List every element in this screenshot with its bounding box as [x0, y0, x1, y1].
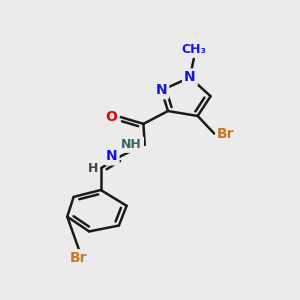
Text: O: O [106, 110, 118, 124]
Text: Br: Br [217, 127, 235, 141]
Text: N: N [156, 83, 167, 97]
Text: NH: NH [122, 138, 142, 151]
Text: CH₃: CH₃ [181, 43, 206, 56]
Text: Br: Br [70, 251, 88, 265]
Text: H: H [88, 162, 98, 175]
Text: N: N [184, 70, 196, 85]
Text: N: N [106, 149, 118, 164]
